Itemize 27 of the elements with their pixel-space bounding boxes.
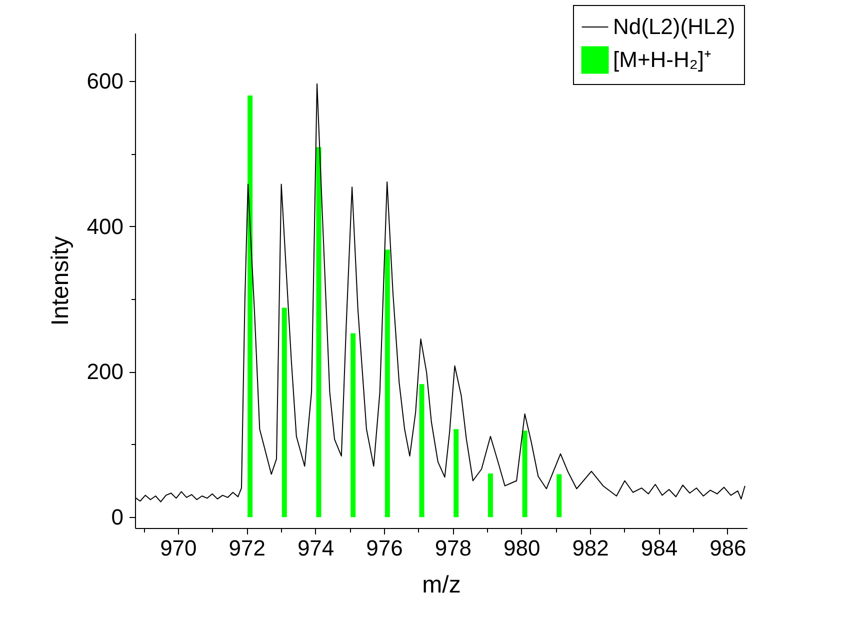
bar [419, 384, 424, 518]
x-tick-label: 982 [572, 536, 609, 560]
x-tick-label: 970 [160, 536, 197, 560]
x-tick-label: 984 [640, 536, 678, 560]
x-tick-label: 978 [434, 536, 472, 560]
bar [384, 250, 390, 518]
x-tick-label: 972 [228, 536, 266, 560]
bar [350, 333, 356, 518]
x-tick-label: 976 [366, 536, 403, 560]
y-tick-label: 600 [86, 68, 124, 94]
bar [282, 308, 287, 518]
bar [316, 147, 322, 518]
bar [454, 429, 459, 518]
bar [248, 96, 253, 518]
bar [488, 473, 493, 518]
y-tick-label: 200 [86, 359, 124, 384]
y-tick-label: 400 [86, 214, 124, 239]
y-axis-title: Intensity [46, 236, 74, 326]
x-tick-label: 986 [710, 536, 746, 560]
legend-label: [M+H-H₂]⁺ [613, 47, 712, 72]
x-tick-label: 974 [297, 536, 334, 560]
bar [556, 474, 562, 518]
x-axis-title: m/z [422, 572, 461, 598]
y-tick-label: 0 [111, 504, 124, 530]
legend-label: Nd(L2)(HL2) [613, 14, 736, 39]
bar [522, 430, 528, 518]
x-tick-label: 980 [504, 536, 540, 560]
